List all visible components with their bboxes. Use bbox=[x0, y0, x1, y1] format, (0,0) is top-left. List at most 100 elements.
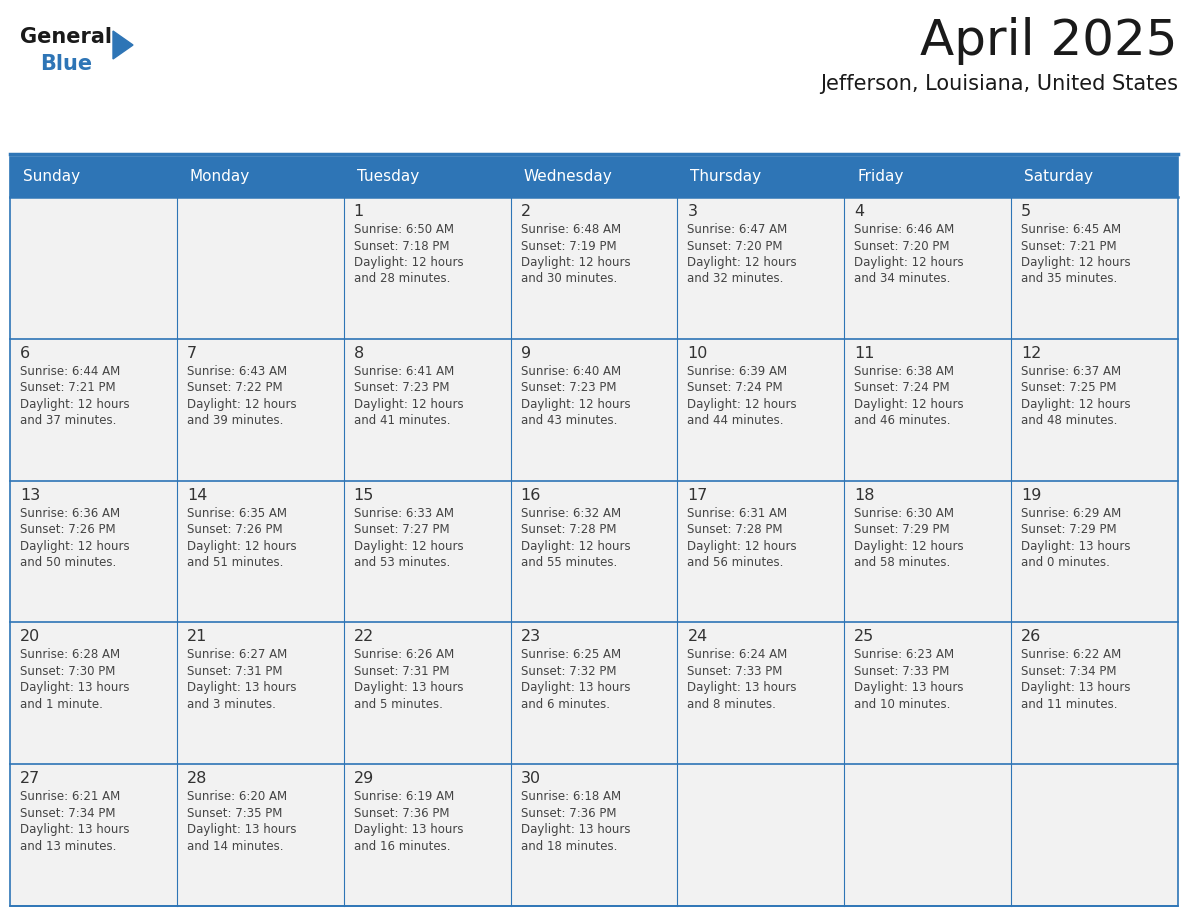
Text: Daylight: 13 hours: Daylight: 13 hours bbox=[1022, 540, 1131, 553]
Text: Daylight: 12 hours: Daylight: 12 hours bbox=[187, 397, 297, 410]
Text: and 11 minutes.: and 11 minutes. bbox=[1022, 698, 1118, 711]
Text: Sunset: 7:29 PM: Sunset: 7:29 PM bbox=[854, 523, 950, 536]
Text: Sunrise: 6:26 AM: Sunrise: 6:26 AM bbox=[354, 648, 454, 661]
Text: 28: 28 bbox=[187, 771, 207, 786]
Text: Sunset: 7:29 PM: Sunset: 7:29 PM bbox=[1022, 523, 1117, 536]
Text: Daylight: 13 hours: Daylight: 13 hours bbox=[354, 681, 463, 694]
Text: and 41 minutes.: and 41 minutes. bbox=[354, 414, 450, 427]
Text: Sunrise: 6:47 AM: Sunrise: 6:47 AM bbox=[688, 223, 788, 236]
Text: Sunset: 7:23 PM: Sunset: 7:23 PM bbox=[354, 381, 449, 395]
Text: Sunrise: 6:41 AM: Sunrise: 6:41 AM bbox=[354, 364, 454, 378]
Text: 22: 22 bbox=[354, 630, 374, 644]
Text: Wednesday: Wednesday bbox=[524, 170, 612, 185]
Bar bbox=[511, 197, 677, 339]
Bar bbox=[1011, 197, 1178, 339]
Bar bbox=[511, 481, 677, 622]
Text: 4: 4 bbox=[854, 204, 865, 219]
Bar bbox=[1011, 622, 1178, 764]
Bar bbox=[10, 622, 177, 764]
Text: 2: 2 bbox=[520, 204, 531, 219]
Text: Monday: Monday bbox=[190, 170, 251, 185]
Text: Daylight: 12 hours: Daylight: 12 hours bbox=[688, 256, 797, 269]
Text: Sunset: 7:34 PM: Sunset: 7:34 PM bbox=[20, 807, 115, 820]
Bar bbox=[677, 339, 845, 481]
Text: and 48 minutes.: and 48 minutes. bbox=[1022, 414, 1118, 427]
Text: Daylight: 12 hours: Daylight: 12 hours bbox=[854, 540, 963, 553]
Text: Sunday: Sunday bbox=[23, 170, 80, 185]
Text: Daylight: 13 hours: Daylight: 13 hours bbox=[187, 823, 296, 836]
Text: Sunrise: 6:37 AM: Sunrise: 6:37 AM bbox=[1022, 364, 1121, 378]
Text: Daylight: 12 hours: Daylight: 12 hours bbox=[187, 540, 297, 553]
Bar bbox=[845, 622, 1011, 764]
Text: Sunrise: 6:31 AM: Sunrise: 6:31 AM bbox=[688, 507, 788, 520]
Text: Daylight: 12 hours: Daylight: 12 hours bbox=[354, 540, 463, 553]
Text: Sunset: 7:23 PM: Sunset: 7:23 PM bbox=[520, 381, 617, 395]
Bar bbox=[10, 339, 177, 481]
Bar bbox=[177, 339, 343, 481]
Text: Daylight: 13 hours: Daylight: 13 hours bbox=[854, 681, 963, 694]
Text: Sunrise: 6:21 AM: Sunrise: 6:21 AM bbox=[20, 790, 120, 803]
Text: Daylight: 13 hours: Daylight: 13 hours bbox=[354, 823, 463, 836]
Text: Sunrise: 6:35 AM: Sunrise: 6:35 AM bbox=[187, 507, 286, 520]
Text: Sunset: 7:21 PM: Sunset: 7:21 PM bbox=[20, 381, 115, 395]
Text: and 43 minutes.: and 43 minutes. bbox=[520, 414, 617, 427]
Text: 7: 7 bbox=[187, 346, 197, 361]
Text: Daylight: 12 hours: Daylight: 12 hours bbox=[520, 397, 630, 410]
Text: and 3 minutes.: and 3 minutes. bbox=[187, 698, 276, 711]
Bar bbox=[177, 764, 343, 906]
Text: Daylight: 12 hours: Daylight: 12 hours bbox=[688, 540, 797, 553]
Text: Sunset: 7:20 PM: Sunset: 7:20 PM bbox=[688, 240, 783, 252]
Text: and 6 minutes.: and 6 minutes. bbox=[520, 698, 609, 711]
Text: Daylight: 13 hours: Daylight: 13 hours bbox=[520, 681, 630, 694]
Bar bbox=[177, 622, 343, 764]
Text: Sunset: 7:31 PM: Sunset: 7:31 PM bbox=[354, 665, 449, 677]
Text: 24: 24 bbox=[688, 630, 708, 644]
Text: Jefferson, Louisiana, United States: Jefferson, Louisiana, United States bbox=[820, 74, 1178, 94]
Text: and 32 minutes.: and 32 minutes. bbox=[688, 273, 784, 285]
Text: 25: 25 bbox=[854, 630, 874, 644]
Text: Saturday: Saturday bbox=[1024, 170, 1093, 185]
Text: Sunset: 7:25 PM: Sunset: 7:25 PM bbox=[1022, 381, 1117, 395]
Bar bbox=[845, 481, 1011, 622]
Text: Daylight: 12 hours: Daylight: 12 hours bbox=[354, 256, 463, 269]
Bar bbox=[677, 197, 845, 339]
Text: Sunrise: 6:40 AM: Sunrise: 6:40 AM bbox=[520, 364, 620, 378]
Text: Daylight: 13 hours: Daylight: 13 hours bbox=[520, 823, 630, 836]
Text: Sunrise: 6:50 AM: Sunrise: 6:50 AM bbox=[354, 223, 454, 236]
Bar bbox=[177, 197, 343, 339]
Text: 9: 9 bbox=[520, 346, 531, 361]
Text: Sunrise: 6:45 AM: Sunrise: 6:45 AM bbox=[1022, 223, 1121, 236]
Text: 20: 20 bbox=[20, 630, 40, 644]
Text: 13: 13 bbox=[20, 487, 40, 502]
Text: and 44 minutes.: and 44 minutes. bbox=[688, 414, 784, 427]
Text: General: General bbox=[20, 27, 112, 47]
Text: 5: 5 bbox=[1022, 204, 1031, 219]
Text: Daylight: 12 hours: Daylight: 12 hours bbox=[854, 256, 963, 269]
Text: and 46 minutes.: and 46 minutes. bbox=[854, 414, 950, 427]
Text: Sunset: 7:34 PM: Sunset: 7:34 PM bbox=[1022, 665, 1117, 677]
Text: 12: 12 bbox=[1022, 346, 1042, 361]
Text: Sunrise: 6:24 AM: Sunrise: 6:24 AM bbox=[688, 648, 788, 661]
Text: Sunset: 7:28 PM: Sunset: 7:28 PM bbox=[520, 523, 617, 536]
Text: and 5 minutes.: and 5 minutes. bbox=[354, 698, 443, 711]
Text: 10: 10 bbox=[688, 346, 708, 361]
Text: 21: 21 bbox=[187, 630, 207, 644]
Bar bbox=[511, 622, 677, 764]
Text: Sunrise: 6:22 AM: Sunrise: 6:22 AM bbox=[1022, 648, 1121, 661]
Text: Sunrise: 6:44 AM: Sunrise: 6:44 AM bbox=[20, 364, 120, 378]
Text: and 34 minutes.: and 34 minutes. bbox=[854, 273, 950, 285]
Text: Sunset: 7:30 PM: Sunset: 7:30 PM bbox=[20, 665, 115, 677]
Bar bbox=[343, 481, 511, 622]
Text: and 51 minutes.: and 51 minutes. bbox=[187, 556, 283, 569]
Bar bbox=[343, 622, 511, 764]
Text: 19: 19 bbox=[1022, 487, 1042, 502]
Bar bbox=[845, 339, 1011, 481]
Text: Sunset: 7:33 PM: Sunset: 7:33 PM bbox=[688, 665, 783, 677]
Text: Sunrise: 6:19 AM: Sunrise: 6:19 AM bbox=[354, 790, 454, 803]
Text: Sunrise: 6:20 AM: Sunrise: 6:20 AM bbox=[187, 790, 287, 803]
Bar bbox=[10, 197, 177, 339]
Text: 1: 1 bbox=[354, 204, 364, 219]
Bar bbox=[177, 481, 343, 622]
Text: Sunset: 7:28 PM: Sunset: 7:28 PM bbox=[688, 523, 783, 536]
Text: Sunset: 7:20 PM: Sunset: 7:20 PM bbox=[854, 240, 949, 252]
